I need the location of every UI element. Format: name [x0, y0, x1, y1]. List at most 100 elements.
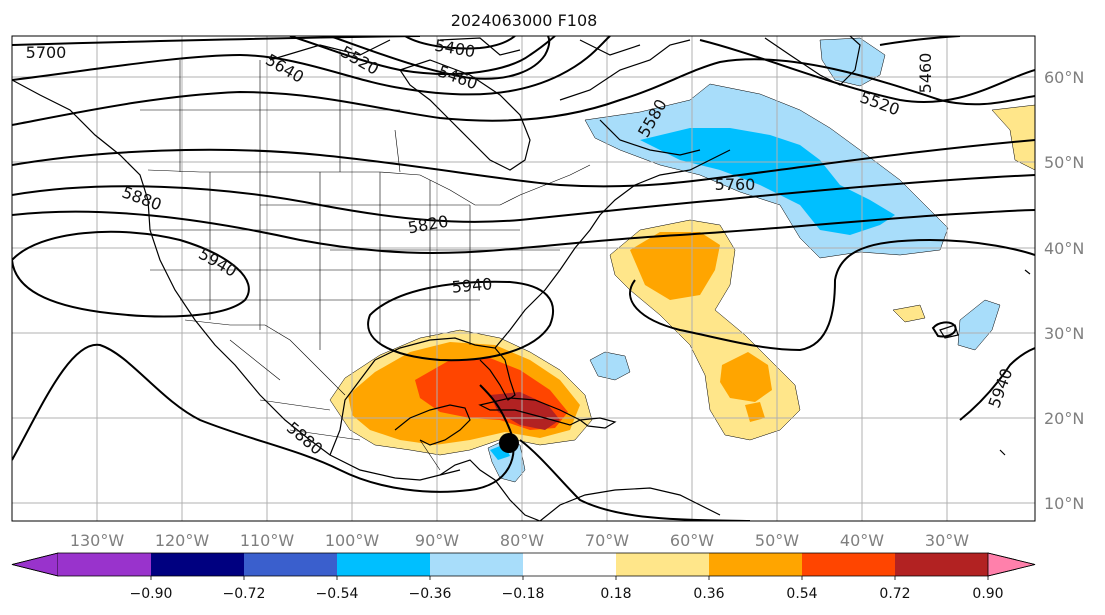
positive-anomaly-small-east [892, 304, 926, 323]
political-borders [140, 50, 591, 471]
yucatan [394, 404, 471, 446]
contour-5760 [12, 139, 1035, 188]
latitude-label: 60°N [1044, 68, 1084, 87]
colorbar-tick-label: −0.90 [130, 586, 173, 602]
contour-5940-west [12, 230, 250, 318]
colorbar-bin [895, 553, 989, 576]
contour-5880-atlantic [629, 238, 1035, 352]
colorbar-bin [337, 553, 431, 576]
colorbar-bin [151, 553, 245, 576]
contour-label-group: 5760 [715, 175, 756, 194]
longitude-label: 130°W [70, 531, 125, 550]
colorbar-tick-label: −0.54 [316, 586, 359, 602]
south-america-north [539, 487, 721, 521]
contour-5700 [12, 36, 421, 46]
coastlines [12, 36, 1031, 521]
longitude-label: 120°W [155, 531, 210, 550]
colorbar-tick-label: 0.72 [879, 586, 910, 602]
colorbar-tick-label: −0.18 [502, 586, 545, 602]
contour-5640 [12, 36, 611, 96]
negative-anomaly-east-atlantic [957, 299, 1001, 351]
longitude-label: 60°W [670, 531, 714, 550]
contour-label-group: 5940 [451, 274, 493, 296]
atlantic-islands [939, 269, 1031, 456]
latitude-label: 50°N [1044, 153, 1084, 172]
latitude-labels: 60°N 50°N 40°N 30°N 20°N 10°N [1044, 68, 1084, 513]
colorbar-tick-label: −0.72 [223, 586, 266, 602]
colorbar-tick-label: 0.18 [600, 586, 631, 602]
positive-anomaly-gulf-core [490, 392, 560, 430]
colorbar-bin [430, 553, 524, 576]
negative-anomaly-core [640, 128, 895, 235]
colorbar-tick-label: −0.36 [409, 586, 452, 602]
contour-5820 [12, 174, 1035, 223]
positive-anomaly-atlantic-orange-2 [720, 352, 772, 402]
colorbar-bin [58, 553, 152, 576]
height-contours [12, 36, 1035, 521]
gulf-coast [329, 337, 516, 456]
latitude-label: 10°N [1044, 494, 1084, 513]
positive-anomaly-atlantic-orange [630, 232, 720, 300]
positive-anomaly-atlantic-orange-3 [745, 402, 765, 422]
latitude-label: 40°N [1044, 239, 1084, 258]
longitude-label: 110°W [240, 531, 295, 550]
colorbar-under-triangle [11, 552, 59, 577]
colorbar-bin [616, 553, 710, 576]
contour-label: 5760 [715, 175, 756, 194]
contour-label: 5940 [451, 274, 493, 296]
colorbar-bin [802, 553, 896, 576]
longitude-label: 80°W [500, 531, 544, 550]
longitude-label: 70°W [585, 531, 629, 550]
contour-5880-north [12, 209, 1035, 254]
colorbar-tick-labels: −0.90 −0.72 −0.54 −0.36 −0.18 0.18 0.36 0.54 0.7… [130, 576, 1004, 602]
cuba [478, 397, 582, 426]
contour-label: 5700 [26, 43, 67, 62]
central-america [439, 459, 541, 521]
contour-5580 [12, 58, 1035, 126]
contour-5520-east [699, 39, 1035, 103]
colorbar-bin [523, 553, 617, 576]
us-east-coast [494, 149, 731, 349]
colorbar-tick-label: 0.36 [693, 586, 724, 602]
contour-small-loop [931, 321, 957, 338]
contour-5460-north [329, 36, 551, 80]
hispaniola [578, 417, 617, 429]
colorbar-tick-label: 0.90 [972, 586, 1003, 602]
colorbar-tick-label: 0.54 [786, 586, 817, 602]
contour-5520-north [289, 36, 556, 75]
us-state-lines [150, 172, 560, 350]
latitude-label: 20°N [1044, 409, 1084, 428]
colorbar-bin [244, 553, 338, 576]
latitude-label: 30°N [1044, 324, 1084, 343]
longitude-labels: 130°W 120°W 110°W 100°W 90°W 80°W 70°W 60°W 50°W… [70, 531, 969, 550]
contour-5460-east [879, 36, 961, 46]
storm-center-marker [499, 433, 519, 453]
longitude-label: 90°W [415, 531, 459, 550]
positive-anomaly-far-east [991, 104, 1035, 171]
labrador [559, 39, 701, 156]
north-america-west-coast [12, 79, 461, 481]
colorbar-outline [11, 552, 1036, 577]
negative-anomaly-region-greenland [819, 37, 886, 87]
graticule [12, 36, 1035, 521]
contour-label-group: 5460 [916, 53, 935, 94]
contour-5940-east [959, 347, 1035, 421]
negative-anomaly-small-atlantic [589, 351, 631, 381]
contour-5400 [404, 36, 516, 50]
longitude-label: 100°W [325, 531, 380, 550]
longitude-label: 30°W [925, 531, 969, 550]
contour-5940-gulf [367, 280, 555, 362]
colorbar-bin [709, 553, 803, 576]
longitude-label: 50°W [755, 531, 799, 550]
colorbar-over-triangle [987, 552, 1036, 577]
mexico-state-lines [229, 339, 441, 471]
map-title: 2024063000 F108 [451, 11, 598, 30]
colorbar [11, 552, 1036, 577]
contour-label: 5460 [916, 53, 935, 94]
map-frame [11, 35, 1036, 522]
canada-province-lines [140, 50, 401, 173]
contour-label-group: 5700 [26, 43, 67, 62]
longitude-label: 40°W [840, 531, 884, 550]
